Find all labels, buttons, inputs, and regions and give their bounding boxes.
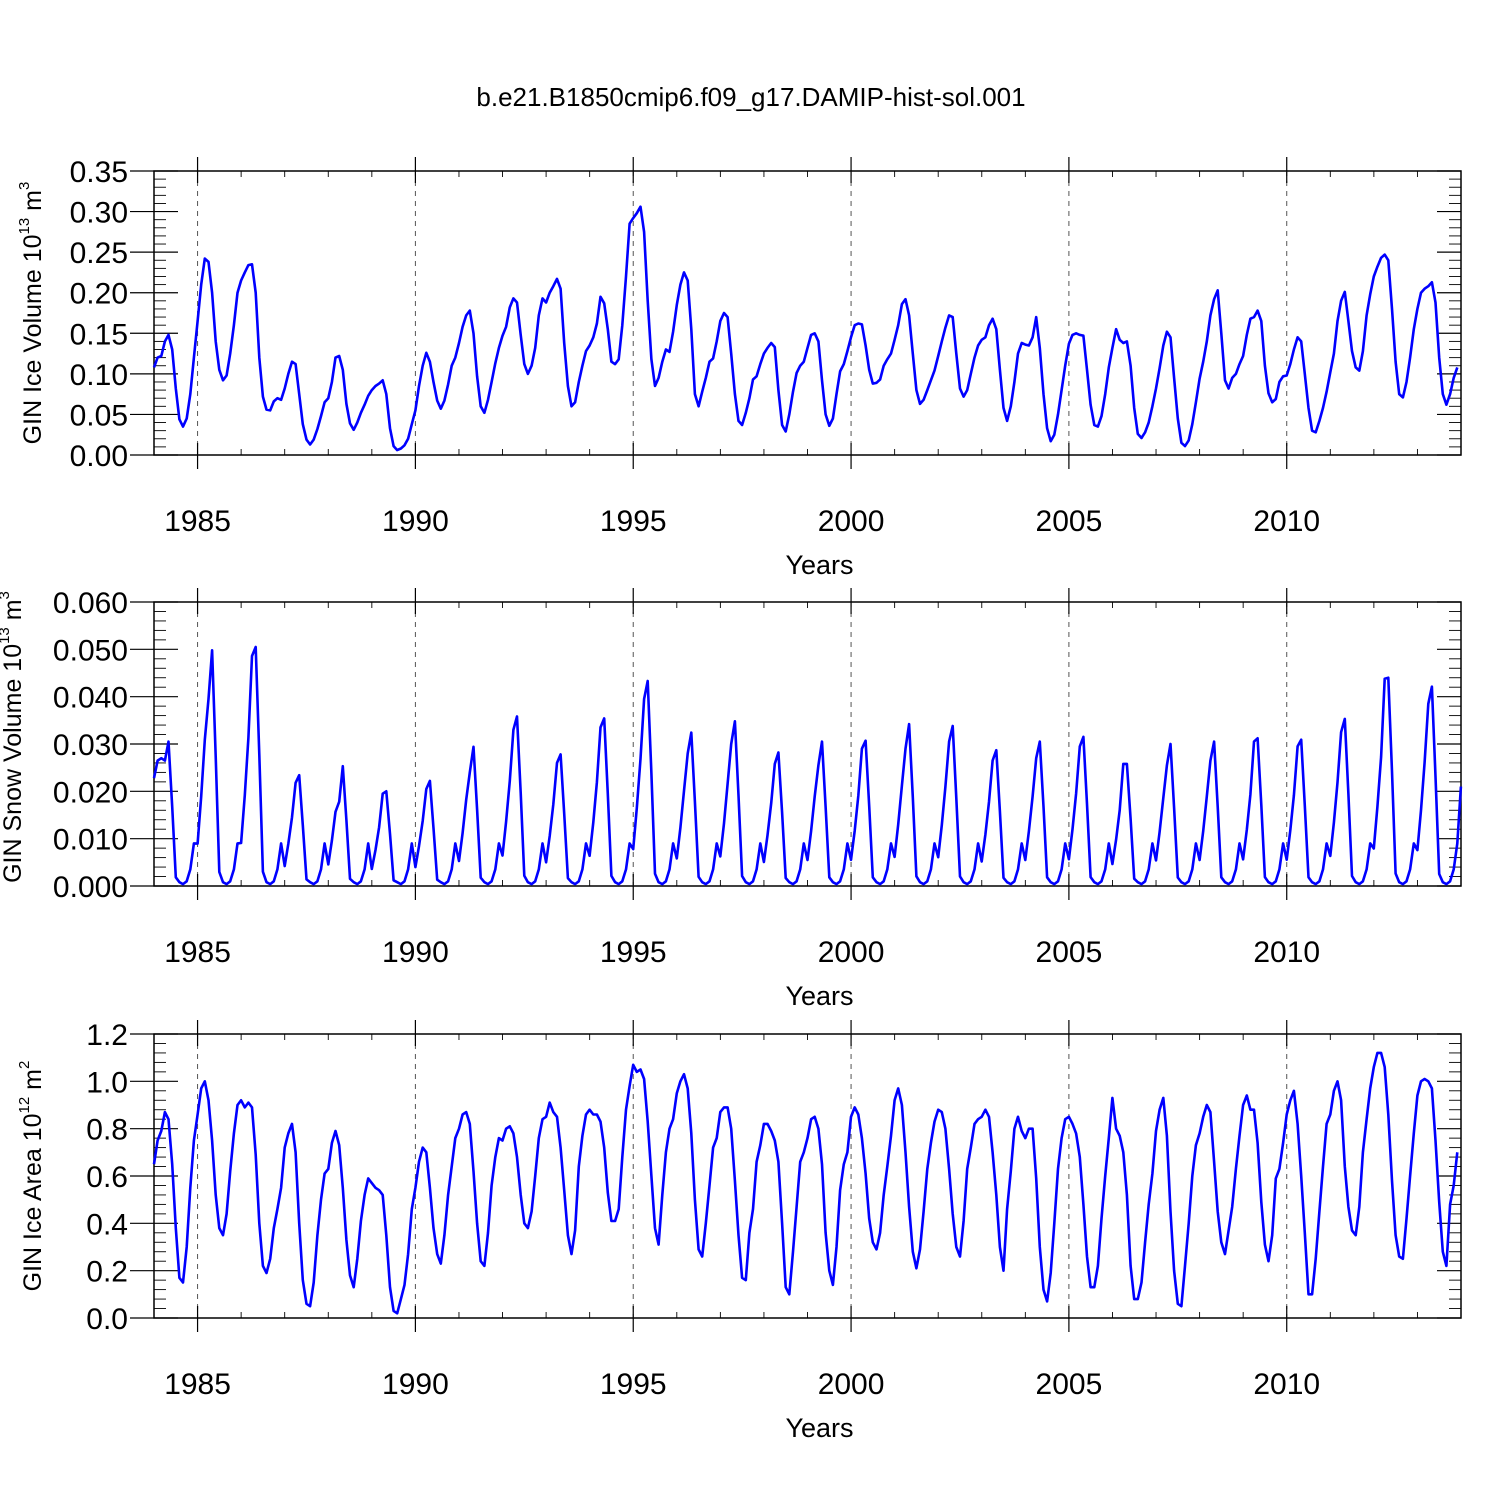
- x-tick-label: 1990: [382, 1368, 449, 1401]
- y-tick-label: 0.060: [53, 587, 128, 620]
- figure-title: b.e21.B1850cmip6.f09_g17.DAMIP-hist-sol.…: [476, 82, 1025, 112]
- series-line-snow-volume: [152, 645, 1463, 886]
- x-tick-label: 1995: [600, 505, 667, 538]
- y-tick-label: 0.05: [70, 399, 128, 432]
- x-tick-label: 1985: [164, 1368, 231, 1401]
- y-axis-title: GIN Ice Volume 1013 m3: [16, 182, 47, 445]
- y-tick-label: 0.30: [70, 197, 128, 230]
- y-tick-label: 0.25: [70, 237, 128, 270]
- x-tick-label: 2010: [1253, 936, 1320, 969]
- plot-frame: [153, 170, 1462, 456]
- y-axis-title: GIN Snow Volume 1013 m3: [0, 591, 27, 883]
- plot-frame: [153, 601, 1462, 887]
- x-tick-label: 2005: [1036, 505, 1103, 538]
- y-tick-label: 0.4: [86, 1208, 128, 1241]
- y-tick-label: 0.35: [70, 156, 128, 189]
- y-tick-label: 0.10: [70, 359, 128, 392]
- panel-ice-volume: 1985 1990 1995 2000 2005 2010 Years 0.00 0.05 0.1…: [16, 156, 1462, 580]
- y-tick-label: 0.15: [70, 318, 128, 351]
- series-line-ice-area: [152, 1051, 1459, 1315]
- x-tick-label: 2000: [818, 1368, 885, 1401]
- y-tick-label: 0.00: [70, 440, 128, 473]
- y-tick-label: 0.8: [86, 1114, 128, 1147]
- y-tick-label: 1.2: [86, 1019, 128, 1052]
- x-tick-label: 2000: [818, 505, 885, 538]
- y-tick-label: 0.2: [86, 1256, 128, 1289]
- y-tick-label: 0.030: [53, 729, 128, 762]
- y-tick-label: 1.0: [86, 1066, 128, 1099]
- y-tick-label: 0.040: [53, 682, 128, 715]
- x-axis-title: Years: [785, 981, 853, 1011]
- y-tick-label: 0.6: [86, 1161, 128, 1194]
- y-tick-label: 0.020: [53, 776, 128, 809]
- x-tick-label: 1995: [600, 1368, 667, 1401]
- y-tick-label: 0.010: [53, 824, 128, 857]
- x-tick-label: 1985: [164, 505, 231, 538]
- x-tick-label: 2005: [1036, 936, 1103, 969]
- x-tick-label: 1990: [382, 936, 449, 969]
- x-tick-label: 2010: [1253, 1368, 1320, 1401]
- y-axis-title: GIN Ice Area 1012 m2: [16, 1061, 47, 1292]
- y-tick-label: 0.0: [86, 1303, 128, 1336]
- panel-snow-volume: 1985 1990 1995 2000 2005 2010 Years 0.000 0.010 0…: [0, 587, 1463, 1011]
- x-axis-title: Years: [785, 1413, 853, 1443]
- x-tick-label: 2000: [818, 936, 885, 969]
- y-tick-label: 0.20: [70, 278, 128, 311]
- x-tick-label: 1985: [164, 936, 231, 969]
- series-line-ice-volume: [152, 205, 1459, 452]
- x-tick-label: 2010: [1253, 505, 1320, 538]
- x-tick-label: 1995: [600, 936, 667, 969]
- panel-ice-area: 1985 1990 1995 2000 2005 2010 Years 0.0 0.2 0.4 0.…: [16, 1019, 1462, 1443]
- x-axis-title: Years: [785, 550, 853, 580]
- y-tick-label: 0.050: [53, 634, 128, 667]
- x-tick-label: 2005: [1036, 1368, 1103, 1401]
- y-tick-label: 0.000: [53, 871, 128, 904]
- x-tick-label: 1990: [382, 505, 449, 538]
